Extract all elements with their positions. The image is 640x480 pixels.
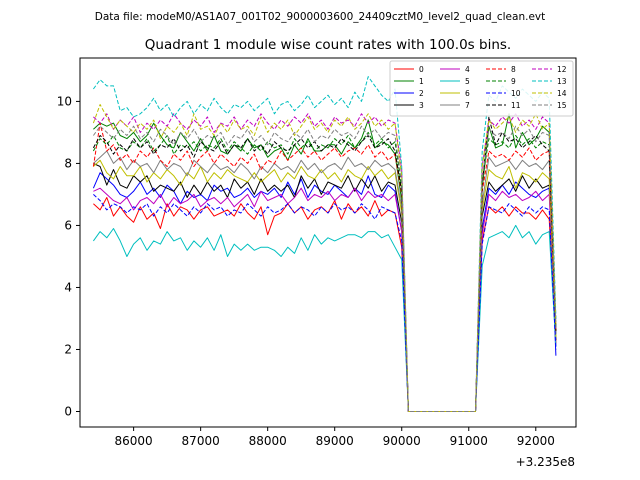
legend-label-9: 9 [511,77,516,86]
y-tick-label: 0 [64,404,72,418]
legend-label-3: 3 [419,101,424,110]
plot-frame [79,57,577,428]
series-line-0 [93,197,557,412]
legend-label-4: 4 [465,65,470,74]
legend-label-1: 1 [419,77,424,86]
legend-label-8: 8 [511,65,516,74]
series-layer [92,76,557,412]
x-tick-label: 91000 [450,434,488,448]
legend-label-15: 15 [557,101,567,110]
legend-box [389,60,574,117]
legend-label-14: 14 [557,89,567,98]
legend-label-12: 12 [557,65,567,74]
y-tick-label: 8 [64,156,72,170]
legend-label-5: 5 [465,77,470,86]
series-line-4 [93,187,557,412]
series-line-7 [93,150,557,412]
series-line-1 [93,113,557,412]
y-tick-label: 4 [64,280,72,294]
legend-label-11: 11 [511,101,521,110]
x-tick-label: 86000 [115,434,153,448]
series-line-13 [92,76,557,412]
series-line-10 [93,194,557,412]
legend-label-10: 10 [511,89,521,98]
series-line-5 [92,224,557,412]
y-tick-label: 2 [64,342,72,356]
x-axis: 86000 87000 88000 89000 90000 91000 92000 [115,427,555,448]
series-line-15 [92,125,557,412]
y-tick-label: 6 [64,218,72,232]
figure-suptitle: Data file: modeM0/AS1A07_001T02_90000036… [95,11,546,23]
series-line-12 [93,113,557,412]
chart-title: Quadrant 1 module wise count rates with … [145,37,511,53]
legend-label-2: 2 [419,89,424,98]
y-tick-label: 10 [57,94,72,108]
x-tick-label: 89000 [316,434,354,448]
series-line-8 [92,122,557,412]
x-tick-label: 87000 [182,434,220,448]
legend-label-0: 0 [419,65,424,74]
legend-label-13: 13 [557,77,567,86]
x-axis-offset-label: +3.235e8 [516,455,575,469]
y-axis: 0 2 4 6 8 10 [57,94,80,418]
series-line-11 [92,116,557,412]
x-tick-label: 92000 [517,434,555,448]
legend-label-6: 6 [465,89,470,98]
x-tick-label: 90000 [383,434,421,448]
x-tick-label: 88000 [249,434,287,448]
legend-label-7: 7 [465,101,470,110]
